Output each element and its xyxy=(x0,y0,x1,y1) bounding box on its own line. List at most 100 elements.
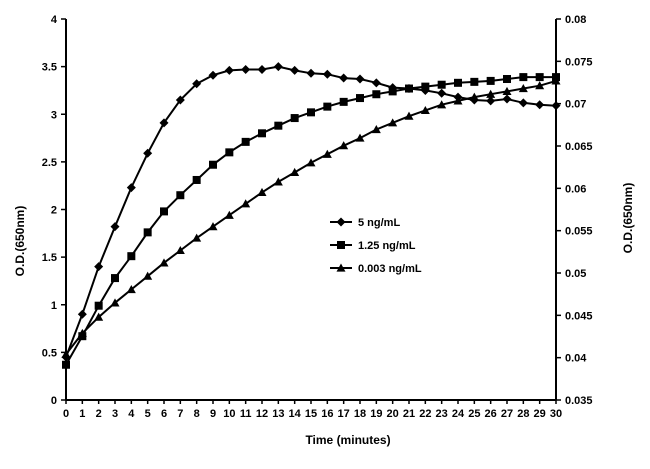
right-y-tick-label: 0.08 xyxy=(565,14,586,26)
data-point xyxy=(356,94,364,103)
data-point xyxy=(307,108,315,117)
right-y-tick-label: 0.04 xyxy=(565,353,587,365)
legend-marker xyxy=(337,241,345,249)
right-y-tick-label: 0.075 xyxy=(565,56,593,68)
data-point xyxy=(257,187,267,196)
x-tick-label: 11 xyxy=(240,408,252,420)
right-y-tick-label: 0.055 xyxy=(565,226,593,238)
series-triangle xyxy=(61,76,561,358)
left-y-tick-label: 0 xyxy=(51,395,57,407)
left-y-tick-label: 4 xyxy=(51,14,58,26)
data-point xyxy=(470,77,479,86)
x-tick-label: 27 xyxy=(501,408,513,420)
data-point xyxy=(241,64,251,74)
data-point xyxy=(502,94,512,104)
right-y-tick-label: 0.045 xyxy=(565,310,593,322)
data-point xyxy=(159,118,169,128)
x-tick-label: 12 xyxy=(256,408,268,420)
x-tick-label: 8 xyxy=(194,408,200,420)
data-point xyxy=(306,158,316,167)
x-tick-label: 30 xyxy=(550,408,562,420)
data-point xyxy=(486,76,495,85)
data-point xyxy=(518,98,528,108)
data-point xyxy=(388,87,397,96)
legend-entry: 5 ng/mL xyxy=(330,217,400,229)
x-tick-label: 26 xyxy=(485,408,497,420)
legend-marker xyxy=(336,263,346,272)
data-point xyxy=(306,68,316,78)
data-point xyxy=(208,70,218,80)
data-point xyxy=(257,64,267,74)
data-point xyxy=(339,141,349,150)
data-point xyxy=(519,73,528,82)
data-point xyxy=(143,271,153,280)
x-tick-label: 6 xyxy=(161,408,167,420)
x-axis-title: Time (minutes) xyxy=(305,433,390,447)
plot-area xyxy=(61,62,561,369)
data-point xyxy=(453,96,463,105)
x-tick-label: 24 xyxy=(452,408,465,420)
legend-label: 0.003 ng/mL xyxy=(358,263,422,275)
data-point xyxy=(126,285,136,294)
left-y-tick-label: 1 xyxy=(51,300,57,312)
data-point xyxy=(405,84,413,93)
data-point xyxy=(437,88,447,98)
data-point xyxy=(192,233,202,242)
data-point xyxy=(535,81,545,90)
x-tick-label: 16 xyxy=(321,408,333,420)
data-point xyxy=(371,124,381,134)
x-tick-label: 1 xyxy=(79,408,85,420)
x-tick-label: 5 xyxy=(145,408,151,420)
x-tick-label: 25 xyxy=(468,408,480,420)
data-point xyxy=(143,228,152,237)
data-point xyxy=(224,210,234,219)
data-point xyxy=(486,89,496,98)
data-point xyxy=(77,328,87,337)
data-point xyxy=(339,73,349,83)
left-y-tick-label: 3 xyxy=(51,109,57,121)
series-line xyxy=(65,76,556,366)
data-point xyxy=(61,349,71,358)
data-point xyxy=(371,78,381,88)
legend-label: 5 ng/mL xyxy=(358,217,400,229)
x-tick-label: 3 xyxy=(112,408,118,420)
data-point xyxy=(273,62,283,72)
data-point xyxy=(518,84,528,93)
x-tick-label: 22 xyxy=(419,408,431,420)
data-point xyxy=(159,258,169,267)
series-line xyxy=(65,79,557,355)
data-point xyxy=(469,92,479,101)
right-y-tick-label: 0.035 xyxy=(565,395,593,407)
data-point xyxy=(62,360,70,369)
right-y-tick-label: 0.07 xyxy=(565,99,586,111)
data-point xyxy=(77,309,87,319)
left-y-tick-label: 0.5 xyxy=(42,347,57,359)
series-square xyxy=(62,73,560,369)
x-tick-label: 23 xyxy=(436,408,448,420)
data-point xyxy=(339,97,348,106)
data-point xyxy=(175,95,185,105)
data-point xyxy=(94,312,104,321)
legend-entry: 1.25 ng/mL xyxy=(330,240,416,252)
x-tick-label: 20 xyxy=(387,408,399,420)
x-tick-label: 17 xyxy=(338,408,350,420)
data-point xyxy=(535,100,545,110)
data-point xyxy=(241,199,251,208)
data-point xyxy=(503,75,511,84)
x-tick-label: 9 xyxy=(210,408,216,420)
data-point xyxy=(421,82,430,91)
data-point xyxy=(290,65,300,75)
x-tick-label: 19 xyxy=(370,408,382,420)
data-point xyxy=(355,74,365,84)
data-point xyxy=(372,90,381,99)
data-point xyxy=(404,111,414,120)
data-point xyxy=(209,160,217,169)
data-point xyxy=(290,167,300,176)
data-point xyxy=(355,133,365,142)
legend-marker xyxy=(336,217,346,227)
data-point xyxy=(127,252,136,261)
data-point xyxy=(322,149,332,158)
data-point xyxy=(224,65,234,75)
left-y-tick-label: 2.5 xyxy=(42,157,57,169)
